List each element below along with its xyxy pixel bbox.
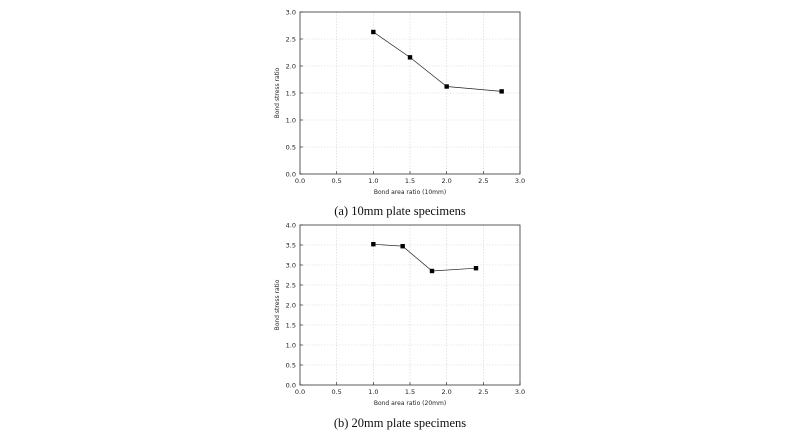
x-axis-label: Bond area ratio (20mm) [374,400,446,407]
data-point [371,242,376,247]
x-tick-label: 0.0 [295,177,305,185]
data-point [473,266,479,271]
y-axis-label: Bond stress ratio [274,279,281,330]
y-tick-label: 3.5 [286,241,296,249]
series-line [373,243,477,272]
y-tick-label: 3.0 [286,261,296,269]
y-tick-label: 0.5 [286,143,296,151]
x-tick-label: 0.5 [331,388,341,396]
chart-10mm: 0.0 0.5 1.0 1.5 2.0 2.5 3.0 0.0 0.5 1.0 1.5 2.0 2.5 3… [274,8,525,196]
y-tick-label: 1.0 [286,341,296,349]
x-tick-label: 2.5 [478,177,488,185]
y-tick-label: 2.5 [286,281,296,289]
data-point [499,89,504,94]
data-point [444,84,449,89]
data-point [429,268,435,274]
x-tick-label: 2.0 [441,177,451,185]
y-tick-label: 1.5 [286,89,296,97]
x-tick-label: 1.0 [368,388,378,396]
x-tick-label: 1.0 [368,177,378,185]
caption-10mm: (a) 10mm plate specimens [334,204,466,218]
y-axis-label: Bond stress ratio [274,67,281,118]
y-tick-label: 0.5 [286,361,296,369]
x-tick-label: 3.0 [515,388,525,396]
y-tick-label: 2.5 [286,35,296,43]
y-tick-label: 2.0 [286,301,296,309]
data-point [407,55,413,60]
y-tick-label: 3.0 [286,8,296,16]
y-tick-label: 0.0 [286,381,296,389]
x-tick-label: 2.0 [441,388,451,396]
data-point [400,244,405,249]
y-tick-label: 1.0 [286,116,296,124]
x-tick-label: 2.5 [478,388,488,396]
x-tick-label: 0.0 [295,388,305,396]
caption-20mm: (b) 20mm plate specimens [334,416,466,430]
x-tick-label: 1.5 [405,388,415,396]
y-tick-label: 1.5 [286,321,296,329]
y-tick-label: 0.0 [286,170,296,178]
y-tick-label: 2.0 [286,62,296,70]
x-tick-label: 1.5 [405,177,415,185]
chart-20mm: 0.0 0.5 1.0 1.5 2.0 2.5 3.0 0.0 0.5 1.0 1.5 2.0 2.5 3… [274,221,525,407]
x-tick-label: 0.5 [331,177,341,185]
data-point [371,29,376,35]
series-line [373,31,502,92]
x-axis-label: Bond area ratio (10mm) [374,189,446,196]
y-tick-label: 4.0 [286,221,296,229]
x-tick-label: 3.0 [515,177,525,185]
